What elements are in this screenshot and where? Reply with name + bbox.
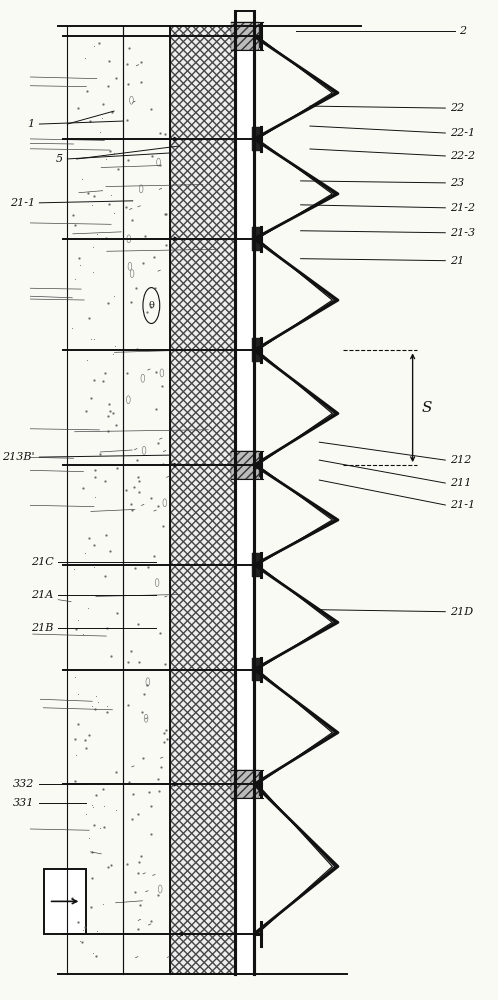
Text: 332: 332 [13,779,35,789]
Bar [231,770,258,798]
Text: 213B': 213B' [2,452,35,462]
Text: 2: 2 [459,26,467,36]
Text: 21-1: 21-1 [9,198,35,208]
Text: 21B: 21B [31,623,53,633]
Bar [251,772,262,796]
Bar [44,869,86,934]
Bar [251,338,262,362]
Text: 21D: 21D [450,607,473,617]
Text: 21-1: 21-1 [450,500,475,510]
Text: 212: 212 [450,455,471,465]
Bar [251,227,262,251]
Text: 22-1: 22-1 [450,128,475,138]
Text: S: S [422,401,432,415]
Text: 23: 23 [450,178,464,188]
Text: 21A: 21A [31,590,53,600]
Bar [251,127,262,151]
Bar [170,26,236,974]
Bar [231,451,258,479]
Text: 22-2: 22-2 [450,151,475,161]
Bar [170,26,236,974]
Text: 1: 1 [27,119,35,129]
Text: θ: θ [148,301,154,310]
Text: 21: 21 [450,256,464,266]
Bar [251,24,262,48]
Text: 331: 331 [13,798,35,808]
Bar [170,26,236,974]
Text: 21C: 21C [30,557,53,567]
Text: 21-2: 21-2 [450,203,475,213]
Bar [231,22,258,50]
Text: 211: 211 [450,478,471,488]
Text: 21-3: 21-3 [450,228,475,238]
Bar [236,26,254,974]
Bar [251,658,262,681]
Text: 22: 22 [450,103,464,113]
Bar [251,453,262,477]
Bar [251,553,262,577]
Text: 5: 5 [56,154,63,164]
